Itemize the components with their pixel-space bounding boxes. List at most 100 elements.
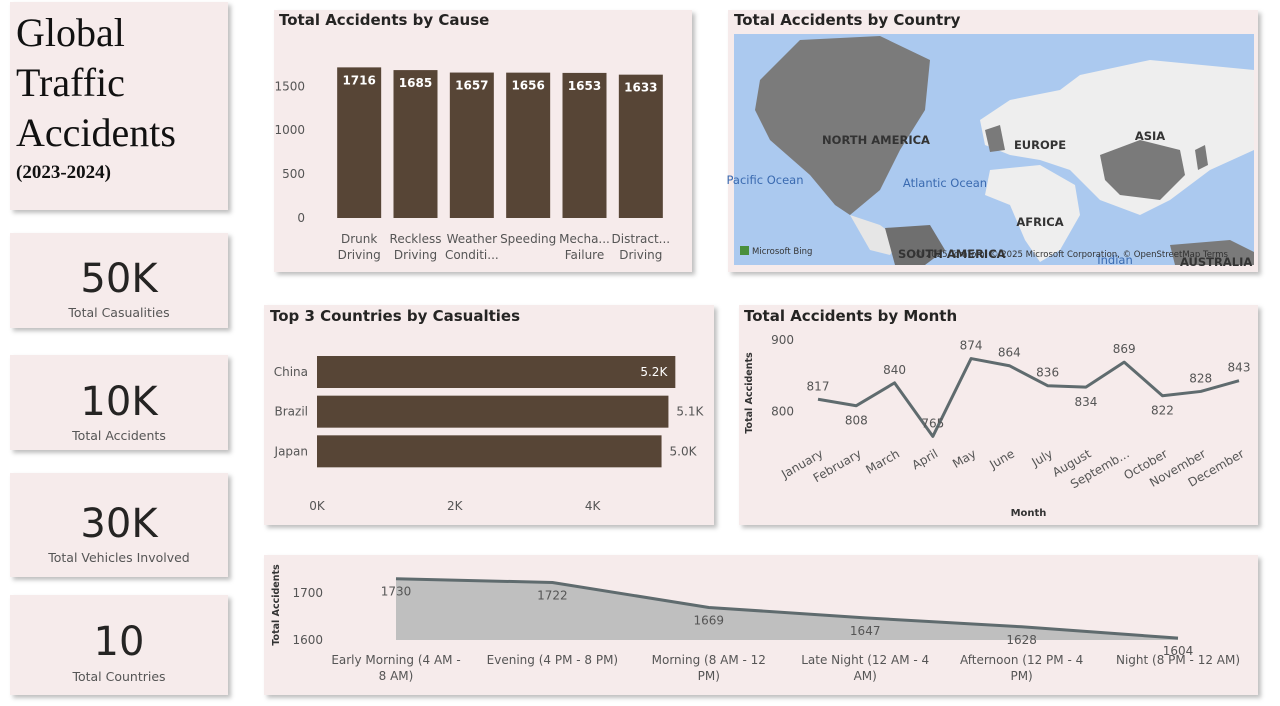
kpi-value: 10: [94, 619, 145, 665]
x-tick-label: Early Morning (4 AM -8 AM): [331, 653, 460, 683]
data-label: 1647: [850, 624, 881, 638]
title-card: [10, 2, 228, 210]
data-label: 808: [845, 414, 868, 428]
y-tick-label: 1500: [274, 79, 305, 93]
x-tick-label: Evening (4 PM - 8 PM): [487, 653, 618, 667]
x-tick-label: Reckless Driving: [390, 232, 442, 262]
map-label: EUROPE: [1014, 138, 1066, 152]
data-label: 5.2K: [640, 365, 668, 379]
data-label: 1657: [455, 79, 488, 93]
bar: [506, 72, 551, 218]
map-land: [850, 215, 900, 255]
map-land: [980, 60, 1254, 215]
x-tick-label: Night (8 PM - 12 AM): [1116, 653, 1240, 667]
bar: [393, 70, 438, 218]
map-land: [1195, 145, 1208, 170]
x-tick-label: Weather Conditi...: [445, 232, 499, 262]
y-tick-label: 0: [297, 211, 305, 225]
y-tick-label: Japan: [274, 444, 308, 458]
data-label: 834: [1074, 395, 1097, 409]
chart-title: Total Accidents by Month: [744, 307, 957, 325]
map-land: [985, 125, 1005, 152]
bar: [562, 72, 607, 218]
y-tick-label: China: [274, 365, 308, 379]
data-label: 828: [1189, 371, 1212, 385]
data-label: 817: [807, 379, 830, 393]
map-ocean: Atlantic Ocean: [903, 176, 987, 190]
map-ocean: Pacific Ocean: [727, 173, 804, 187]
data-label: 1685: [399, 76, 432, 90]
map-land: [985, 165, 1080, 262]
data-label: 5.1K: [676, 405, 704, 419]
data-label: 864: [998, 346, 1021, 360]
x-tick-label: Late Night (12 AM - 4 AM): [801, 653, 929, 683]
map-attribution: © 2025 TomTom, © 2025 Microsoft Corporat…: [915, 250, 1229, 260]
chart-title: Top 3 Countries by Casualties: [270, 307, 520, 325]
month-panel: [739, 305, 1258, 525]
x-tick-label: Afternoon (12 PM - 4 PM): [960, 653, 1083, 683]
kpi-value: 30K: [80, 501, 159, 547]
bar: [317, 356, 676, 388]
data-label: 1722: [537, 588, 568, 602]
x-tick-label: Speeding: [500, 232, 556, 246]
data-label: 822: [1151, 404, 1174, 418]
map-land: [1170, 240, 1254, 265]
kpi-card: [10, 355, 228, 450]
map-land: [1100, 140, 1185, 200]
map-label: ASIA: [1135, 129, 1165, 143]
line: [817, 357, 1240, 438]
map-label: AUSTRALIA: [1180, 255, 1252, 269]
dashboard-subtitle: (2023-2024): [16, 162, 111, 183]
kpi-card: [10, 595, 228, 695]
x-tick-label: Distract... Driving: [612, 232, 671, 262]
kpi-label: Total Casualities: [67, 305, 169, 320]
map-label: AFRICA: [1016, 215, 1063, 229]
y-tick-label: 1600: [292, 633, 323, 647]
y-axis-title: Total Accidents: [271, 564, 282, 646]
x-tick-label: 0K: [309, 499, 326, 513]
kpi-card: [10, 473, 228, 577]
y-axis-title: Total Accidents: [744, 352, 755, 434]
y-tick-label: 1700: [292, 586, 323, 600]
data-label: 1656: [511, 79, 544, 93]
data-label: 765: [921, 416, 944, 430]
x-tick-label: 2K: [447, 499, 464, 513]
kpi-value: 50K: [80, 256, 159, 302]
kpi-label: Total Vehicles Involved: [47, 550, 190, 565]
y-tick-label: 1000: [274, 123, 305, 137]
x-axis-title: Month: [1011, 508, 1047, 519]
data-label: 1604: [1163, 644, 1194, 658]
map-brand: Microsoft Bing: [752, 247, 812, 257]
x-tick-label: Morning (8 AM - 12 PM): [652, 653, 766, 683]
data-label: 869: [1113, 342, 1136, 356]
map-label: SOUTH AMERICA: [898, 247, 1006, 261]
data-label: 5.0K: [670, 444, 698, 458]
bar: [618, 74, 663, 218]
kpi-label: Total Accidents: [71, 428, 166, 443]
kpi-card: [10, 233, 228, 328]
chart-title: Total Accidents by Cause: [279, 11, 489, 29]
map-ocean: Indian: [1097, 253, 1133, 267]
kpi-value: 10K: [80, 379, 159, 425]
bar: [317, 435, 662, 468]
data-label: 1653: [568, 79, 601, 93]
y-tick-label: 800: [771, 404, 794, 418]
map-logo: [740, 246, 749, 255]
bar: [317, 395, 669, 428]
data-label: 1633: [624, 81, 657, 95]
map-land: [755, 36, 930, 215]
y-tick-label: Brazil: [275, 405, 309, 419]
x-tick-label: Drunk Driving: [338, 232, 381, 262]
map-title: Total Accidents by Country: [734, 11, 961, 29]
data-label: 874: [960, 339, 983, 353]
y-tick-label: 900: [771, 333, 794, 347]
bar: [337, 67, 382, 218]
data-label: 1730: [381, 585, 412, 599]
data-label: 836: [1036, 366, 1059, 380]
x-tick-label: Mecha... Failure: [559, 232, 610, 262]
x-tick-label: 4K: [585, 499, 602, 513]
line: [395, 577, 1179, 640]
y-tick-label: 500: [282, 167, 305, 181]
